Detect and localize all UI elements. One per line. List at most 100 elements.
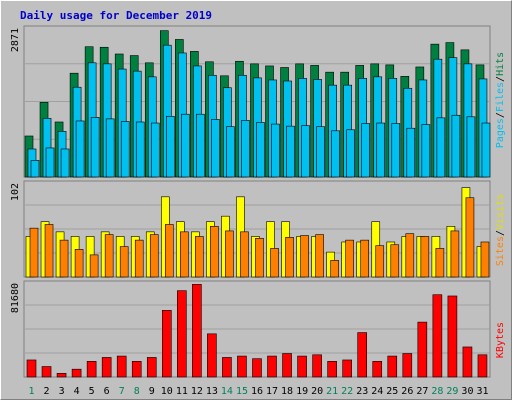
bar-kbytes: [116, 355, 127, 378]
bar-kbytes: [131, 361, 142, 378]
axis-max-label: 102: [10, 183, 21, 201]
day-tick-label: 11: [176, 386, 188, 397]
bar-sites: [285, 237, 294, 278]
bar-kbytes: [161, 310, 172, 378]
bar-sites: [29, 227, 39, 278]
day-tick-label: 27: [416, 386, 428, 397]
bar-pages: [316, 126, 325, 178]
bar-kbytes: [252, 358, 262, 378]
bar-kbytes: [417, 321, 428, 378]
bar-sites: [195, 236, 204, 278]
bar-pages: [45, 147, 55, 178]
bar-sites: [119, 246, 129, 278]
bar-pages: [361, 123, 371, 178]
bar-pages: [120, 121, 130, 178]
bar-pages: [481, 122, 491, 178]
bar-sites: [315, 234, 324, 278]
panel-ylabel: KBytes: [495, 322, 506, 358]
bar-kbytes: [357, 332, 368, 378]
bar-kbytes: [101, 357, 112, 378]
day-tick-label: 5: [89, 386, 95, 397]
chart-title: Daily usage for December 2019: [20, 9, 213, 22]
bar-pages: [165, 115, 175, 178]
day-tick-label: 18: [281, 386, 293, 397]
bar-pages: [451, 114, 461, 178]
bar-pages: [226, 126, 235, 178]
bar-pages: [331, 130, 340, 178]
day-tick-label: 15: [236, 386, 248, 397]
day-tick-label: 14: [221, 386, 233, 397]
day-tick-label: 21: [326, 386, 338, 397]
bar-sites: [240, 231, 249, 278]
day-tick-label: 12: [191, 386, 203, 397]
bar-pages: [406, 127, 416, 178]
day-tick-label: 8: [134, 386, 140, 397]
bar-sites: [300, 235, 309, 278]
bar-kbytes: [86, 361, 97, 378]
day-tick-label: 26: [401, 386, 413, 397]
bar-pages: [436, 117, 446, 178]
day-tick-label: 28: [431, 386, 443, 397]
day-tick-label: 25: [386, 386, 398, 397]
axis-max-label: 2871: [10, 28, 21, 52]
bar-kbytes: [267, 355, 277, 378]
bar-sites: [104, 234, 114, 278]
bar-pages: [60, 148, 70, 178]
bar-pages: [181, 113, 190, 178]
bar-pages: [271, 123, 280, 178]
day-tick-label: 6: [104, 386, 110, 397]
bar-kbytes: [342, 359, 352, 378]
bar-sites: [59, 239, 69, 278]
bar-kbytes: [146, 357, 157, 378]
bar-sites: [360, 239, 370, 278]
bar-sites: [74, 249, 84, 278]
day-tick-label: 16: [251, 386, 263, 397]
bar-pages: [30, 160, 40, 178]
day-tick-label: 31: [476, 386, 488, 397]
day-tick-label: 1: [29, 386, 35, 397]
panel-ylabel: Sites/Visits: [495, 194, 506, 266]
bar-pages: [301, 125, 310, 178]
bar-sites: [405, 233, 415, 278]
bar-sites: [480, 241, 490, 278]
bar-kbytes: [222, 357, 232, 378]
day-tick-label: 24: [371, 386, 383, 397]
bar-pages: [391, 123, 401, 178]
bar-kbytes: [56, 373, 67, 378]
bar-kbytes: [192, 284, 202, 378]
bar-kbytes: [207, 333, 217, 378]
day-tick-label: 23: [356, 386, 368, 397]
bar-pages: [75, 120, 85, 178]
bar-sites: [89, 254, 99, 278]
bar-sites: [345, 239, 354, 278]
day-tick-label: 29: [446, 386, 458, 397]
bar-kbytes: [177, 290, 187, 378]
bar-sites: [44, 224, 54, 278]
bar-kbytes: [477, 354, 488, 378]
bar-kbytes: [237, 355, 247, 378]
bar-kbytes: [312, 354, 322, 378]
bar-sites: [435, 248, 445, 278]
bar-sites: [390, 244, 400, 278]
panel-ylabel: Pages/Files/Hits: [495, 52, 506, 148]
bar-sites: [210, 226, 219, 278]
bar-pages: [346, 129, 355, 178]
axis-max-label: 81680: [10, 283, 21, 313]
bar-kbytes: [26, 359, 37, 378]
bar-sites: [164, 224, 174, 278]
bar-pages: [241, 120, 250, 178]
bar-kbytes: [41, 366, 52, 378]
day-tick-label: 17: [266, 386, 278, 397]
bar-pages: [150, 122, 160, 178]
bar-pages: [466, 116, 476, 178]
day-tick-label: 3: [59, 386, 65, 397]
bar-sites: [270, 248, 279, 278]
bar-pages: [90, 117, 100, 178]
bar-sites: [330, 260, 339, 278]
bar-kbytes: [297, 355, 307, 378]
bar-sites: [465, 197, 475, 278]
bar-kbytes: [282, 353, 292, 378]
bar-sites: [134, 239, 144, 278]
bar-kbytes: [327, 361, 337, 378]
